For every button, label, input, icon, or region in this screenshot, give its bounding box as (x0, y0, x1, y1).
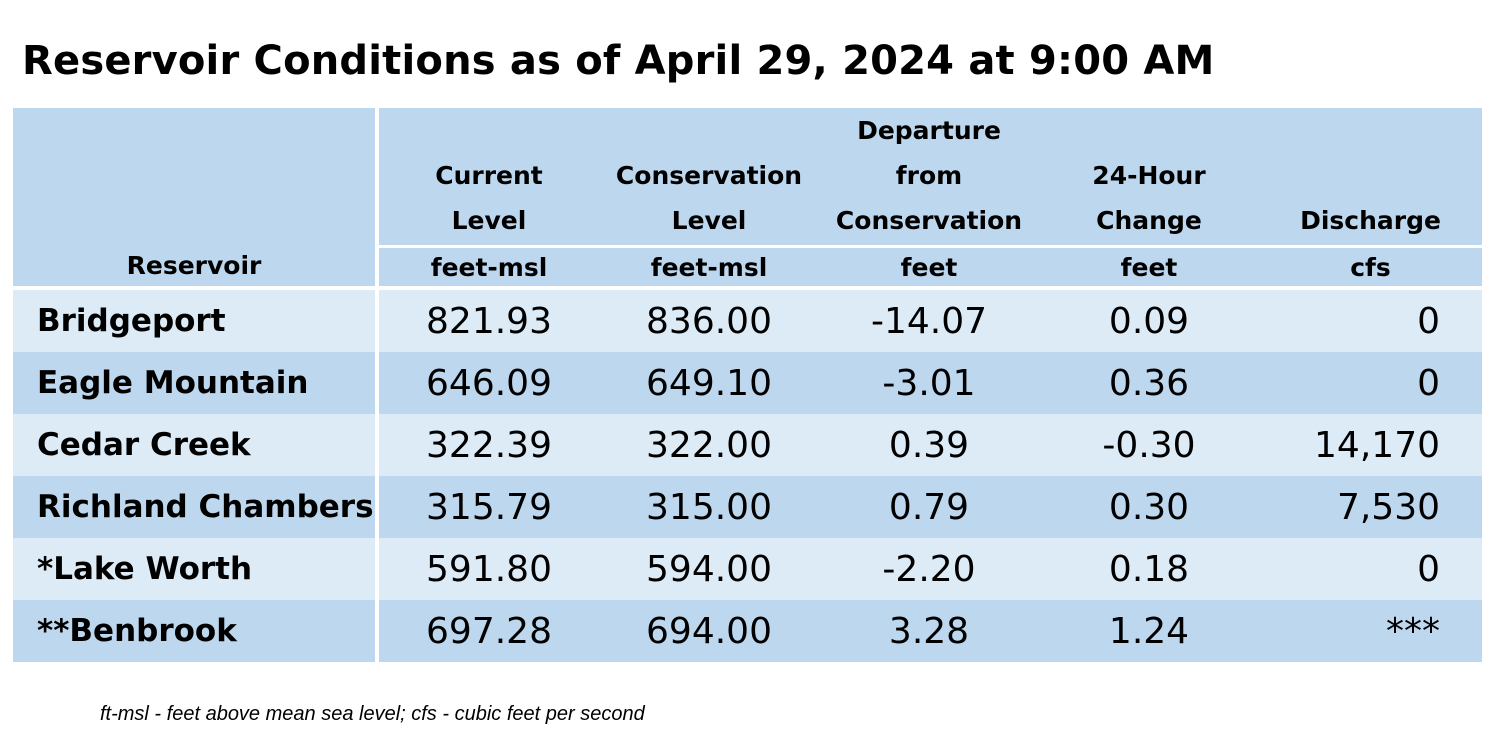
column-header-conservation-level: Conservation Level (599, 108, 819, 245)
unit-conservation-level: feet-msl (599, 245, 819, 290)
conservation-level-value: 594.00 (599, 538, 819, 600)
column-header-departure: Departure from Conservation (819, 108, 1039, 245)
discharge-value: 14,170 (1259, 414, 1482, 476)
reservoir-name: Cedar Creek (13, 414, 379, 476)
departure-value: -2.20 (819, 538, 1039, 600)
departure-value: 3.28 (819, 600, 1039, 662)
discharge-value: 0 (1259, 352, 1482, 414)
change-value: -0.30 (1039, 414, 1259, 476)
conservation-level-value: 836.00 (599, 290, 819, 352)
reservoir-name: Richland Chambers (13, 476, 379, 538)
footnote: ft-msl - feet above mean sea level; cfs … (100, 703, 645, 725)
current-level-value: 591.80 (379, 538, 599, 600)
current-level-value: 821.93 (379, 290, 599, 352)
departure-value: 0.79 (819, 476, 1039, 538)
unit-24-hour-change: feet (1039, 245, 1259, 290)
reservoir-name: *Lake Worth (13, 538, 379, 600)
current-level-value: 322.39 (379, 414, 599, 476)
unit-departure: feet (819, 245, 1039, 290)
reservoir-name: Bridgeport (13, 290, 379, 352)
column-header-24-hour-change: 24-Hour Change (1039, 108, 1259, 245)
discharge-value: *** (1259, 600, 1482, 662)
column-header-reservoir: Reservoir (13, 108, 379, 290)
departure-value: -14.07 (819, 290, 1039, 352)
reservoir-name: **Benbrook (13, 600, 379, 662)
change-value: 0.36 (1039, 352, 1259, 414)
unit-current-level: feet-msl (379, 245, 599, 290)
conservation-level-value: 322.00 (599, 414, 819, 476)
current-level-value: 646.09 (379, 352, 599, 414)
current-level-value: 315.79 (379, 476, 599, 538)
discharge-value: 0 (1259, 538, 1482, 600)
conservation-level-value: 649.10 (599, 352, 819, 414)
page-title: Reservoir Conditions as of April 29, 202… (22, 38, 1215, 84)
reservoir-name: Eagle Mountain (13, 352, 379, 414)
discharge-value: 7,530 (1259, 476, 1482, 538)
column-header-discharge: Discharge (1259, 108, 1482, 245)
change-value: 0.18 (1039, 538, 1259, 600)
current-level-value: 697.28 (379, 600, 599, 662)
unit-discharge: cfs (1259, 245, 1482, 290)
reservoir-table: Reservoir Current Level Conservation Lev… (13, 108, 1482, 668)
departure-value: -3.01 (819, 352, 1039, 414)
change-value: 1.24 (1039, 600, 1259, 662)
departure-value: 0.39 (819, 414, 1039, 476)
change-value: 0.30 (1039, 476, 1259, 538)
conservation-level-value: 694.00 (599, 600, 819, 662)
change-value: 0.09 (1039, 290, 1259, 352)
column-header-current-level: Current Level (379, 108, 599, 245)
conservation-level-value: 315.00 (599, 476, 819, 538)
discharge-value: 0 (1259, 290, 1482, 352)
